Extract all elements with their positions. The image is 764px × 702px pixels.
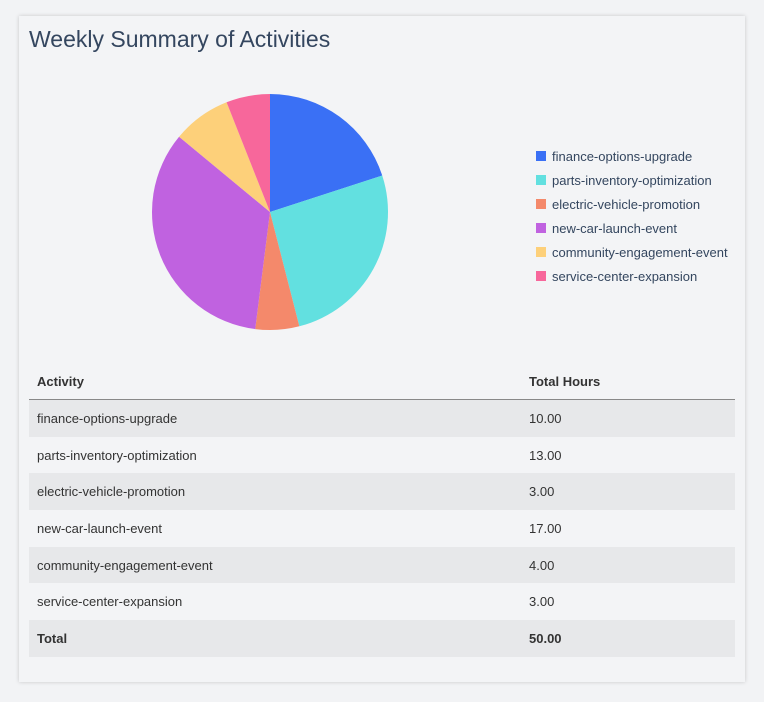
- legend-swatch: [536, 271, 546, 281]
- legend-item[interactable]: parts-inventory-optimization: [536, 168, 728, 192]
- header-total-hours: Total Hours: [521, 363, 735, 400]
- pie-slice-electric-vehicle-promotion[interactable]: [255, 212, 300, 331]
- pie-slice-community-engagement-event[interactable]: [179, 102, 270, 212]
- legend-item[interactable]: service-center-expansion: [536, 264, 728, 288]
- legend-item[interactable]: finance-options-upgrade: [536, 144, 728, 168]
- table-row: community-engagement-event 4.00: [29, 546, 735, 584]
- legend-label: electric-vehicle-promotion: [552, 196, 701, 212]
- hours-cell: 4.00: [521, 546, 735, 584]
- legend-swatch: [536, 175, 546, 185]
- legend-item[interactable]: community-engagement-event: [536, 240, 728, 264]
- legend-swatch: [536, 199, 546, 209]
- header-activity: Activity: [29, 363, 521, 400]
- legend-label: parts-inventory-optimization: [552, 172, 712, 188]
- activity-cell: parts-inventory-optimization: [37, 447, 197, 463]
- activity-cell: community-engagement-event: [29, 546, 521, 584]
- page-title: Weekly Summary of Activities: [29, 26, 331, 52]
- hours-cell: 10.00: [521, 399, 735, 437]
- legend-item[interactable]: new-car-launch-event: [536, 216, 728, 240]
- pie-slice-new-car-launch-event[interactable]: [151, 136, 270, 330]
- legend-label: service-center-expansion: [552, 268, 698, 284]
- total-value: 50.00: [521, 620, 735, 657]
- activity-cell: finance-options-upgrade: [29, 399, 521, 437]
- table-row: finance-options-upgrade 10.00: [29, 399, 735, 437]
- hours-cell: 17.00: [529, 520, 562, 536]
- table-row: service-center-expansion 3.00: [29, 583, 735, 620]
- table-row: new-car-launch-event 17.00: [29, 510, 735, 547]
- activity-cell: electric-vehicle-promotion: [29, 473, 521, 511]
- table-row: electric-vehicle-promotion 3.00: [29, 473, 735, 511]
- hours-cell: 3.00: [529, 594, 555, 610]
- pie-chart: [151, 94, 388, 331]
- legend-swatch: [536, 247, 546, 257]
- legend-swatch: [536, 151, 546, 161]
- legend-item[interactable]: electric-vehicle-promotion: [536, 192, 728, 216]
- summary-card: Weekly Summary of Activities finance-opt…: [19, 16, 745, 682]
- hours-cell: 3.00: [521, 473, 735, 511]
- activity-cell: service-center-expansion: [37, 594, 183, 610]
- hours-cell: 13.00: [529, 447, 562, 463]
- table-row: parts-inventory-optimization 13.00: [29, 437, 735, 474]
- activity-table: Activity Total Hours finance-options-upg…: [29, 363, 735, 657]
- legend: finance-options-upgrade parts-inventory-o…: [536, 144, 728, 288]
- total-label: Total: [29, 620, 521, 657]
- pie-slice-finance-options-upgrade[interactable]: [270, 94, 383, 212]
- total-row: Total 50.00: [29, 620, 735, 657]
- activity-cell: new-car-launch-event: [37, 520, 163, 536]
- legend-label: community-engagement-event: [552, 244, 728, 260]
- pie-slice-service-center-expansion[interactable]: [226, 94, 270, 212]
- table-header-row: Activity Total Hours: [29, 363, 735, 400]
- pie-slice-parts-inventory-optimization[interactable]: [270, 175, 388, 327]
- legend-label: finance-options-upgrade: [552, 148, 693, 164]
- legend-label: new-car-launch-event: [552, 220, 678, 236]
- legend-swatch: [536, 223, 546, 233]
